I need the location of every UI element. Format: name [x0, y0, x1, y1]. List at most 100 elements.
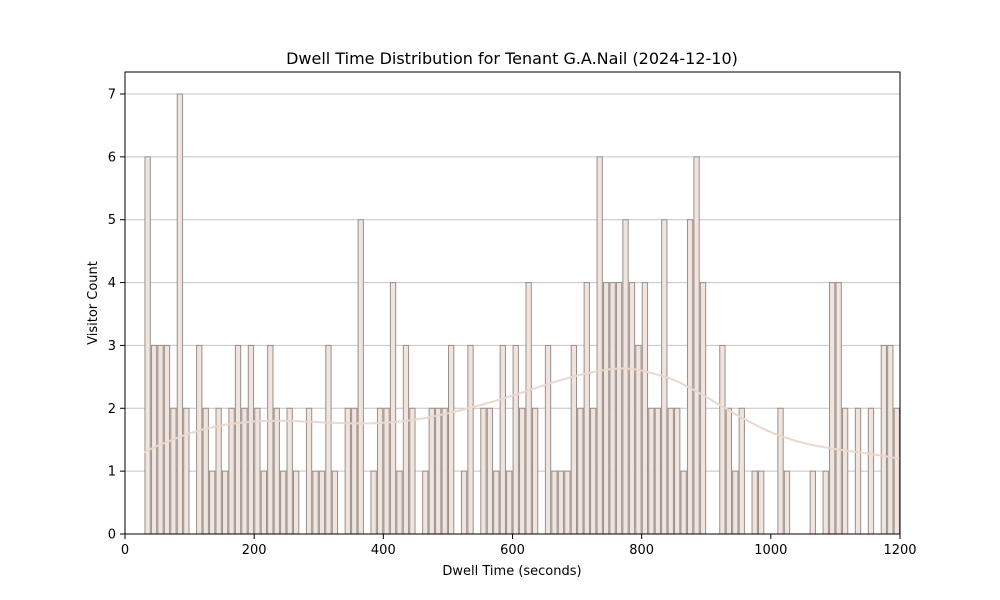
histogram-bar — [693, 156, 700, 535]
histogram-bar — [829, 282, 836, 535]
histogram-bar — [667, 407, 674, 535]
histogram-bar — [732, 470, 739, 535]
histogram-bar — [422, 470, 429, 535]
histogram-bar — [357, 219, 364, 535]
y-axis-label: Visitor Count — [86, 261, 101, 345]
histogram-bar — [751, 470, 758, 535]
histogram-bar — [809, 470, 816, 535]
histogram-bar — [583, 282, 590, 535]
histogram-bar — [686, 219, 694, 535]
histogram-bar — [448, 344, 455, 535]
histogram-bar — [280, 470, 287, 535]
histogram-bar — [325, 344, 332, 535]
histogram-bar — [389, 282, 397, 535]
histogram-bar — [835, 282, 842, 535]
histogram-bar — [635, 344, 642, 535]
histogram-bar — [628, 282, 636, 535]
histogram-bar — [622, 219, 629, 535]
histogram-bar — [887, 344, 894, 535]
histogram-bar — [435, 407, 442, 535]
histogram-bar — [441, 407, 448, 535]
histogram-bar — [641, 282, 649, 535]
histogram-bar — [202, 407, 209, 535]
histogram-bar — [396, 470, 403, 535]
histogram-bar — [841, 407, 849, 535]
histogram-bar — [893, 407, 900, 535]
histogram-bar — [512, 344, 519, 535]
kde-curve — [143, 367, 901, 460]
histogram-bar — [241, 407, 248, 535]
histogram-bar — [170, 407, 177, 535]
histogram-bar — [564, 470, 571, 535]
histogram-bar — [699, 282, 707, 535]
histogram-bar — [777, 407, 784, 535]
histogram-bar — [467, 344, 474, 535]
x-tick-label: 400 — [371, 543, 396, 558]
histogram-bar — [783, 470, 791, 535]
histogram-bar — [544, 344, 552, 535]
histogram-bar — [615, 282, 623, 535]
histogram-bar — [822, 470, 829, 535]
histogram-bar — [460, 470, 468, 535]
histogram-bar — [383, 407, 390, 535]
histogram-bar — [551, 470, 558, 535]
histogram-bar — [163, 344, 171, 535]
histogram-bar — [854, 407, 862, 535]
x-axis-ticks: 0 200 400 600 800 1000 1200 — [121, 534, 917, 558]
histogram-bar — [293, 470, 300, 535]
histogram-bar — [234, 344, 242, 535]
histogram-bar — [719, 344, 726, 535]
histogram-bar — [273, 407, 280, 535]
histogram-bar — [254, 407, 261, 535]
histogram-bar — [260, 470, 268, 535]
histogram-bar — [480, 407, 487, 535]
histogram-bar — [603, 282, 610, 535]
histogram-bars — [144, 93, 900, 535]
histogram-bar — [738, 407, 745, 535]
histogram-bar — [144, 156, 151, 535]
x-tick-label: 600 — [500, 543, 525, 558]
histogram-bar — [312, 470, 319, 535]
y-tick-label: 7 — [108, 88, 116, 103]
histogram-bar — [196, 344, 203, 535]
histogram-bar — [150, 344, 158, 535]
histogram-bar — [428, 407, 435, 535]
histogram-bar — [221, 470, 229, 535]
y-tick-label: 1 — [108, 465, 116, 480]
histogram-bar — [680, 470, 687, 535]
histogram-bar — [409, 407, 416, 535]
histogram-bar — [519, 407, 526, 535]
histogram-bar — [648, 407, 655, 535]
y-tick-label: 5 — [108, 213, 116, 228]
histogram-bar — [209, 470, 216, 535]
histogram-bar — [557, 470, 565, 535]
x-tick-label: 1000 — [754, 543, 787, 558]
histogram-bar — [183, 407, 190, 535]
x-axis-label: Dwell Time (seconds) — [442, 564, 581, 579]
x-tick-label: 200 — [242, 543, 267, 558]
histogram-bar — [867, 407, 875, 535]
histogram-bar — [402, 344, 410, 535]
histogram-bar — [486, 407, 494, 535]
histogram-bar — [286, 407, 293, 535]
histogram-bar — [609, 282, 616, 535]
y-tick-label: 4 — [108, 276, 116, 291]
histogram-bar — [247, 344, 255, 535]
histogram-bar — [493, 470, 500, 535]
y-tick-label: 6 — [108, 150, 116, 165]
histogram-bar — [590, 407, 597, 535]
histogram-bar — [880, 344, 888, 535]
histogram-bar — [506, 470, 513, 535]
histogram-bar — [157, 344, 164, 535]
y-tick-label: 2 — [108, 402, 116, 417]
histogram-bar — [577, 407, 584, 535]
histogram-bar — [344, 407, 351, 535]
x-tick-label: 1200 — [883, 543, 916, 558]
y-axis-ticks: 0 1 2 3 4 5 6 7 — [108, 88, 125, 543]
histogram-bar — [176, 93, 184, 535]
histogram-bar — [758, 470, 765, 535]
histogram-bar — [351, 407, 358, 535]
histogram-bar — [370, 470, 377, 535]
y-tick-label: 3 — [108, 339, 116, 354]
